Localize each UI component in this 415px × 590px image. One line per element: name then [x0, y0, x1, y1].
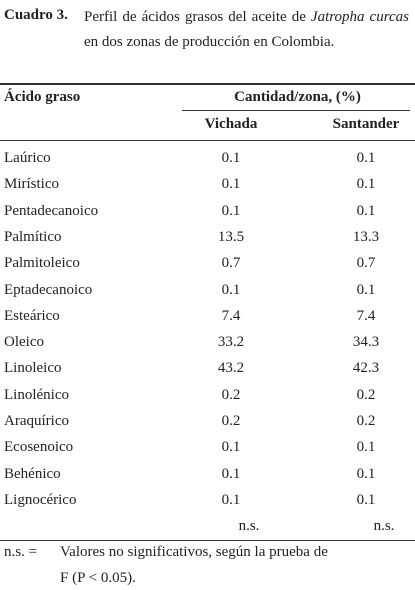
cell: 0.2	[356, 386, 376, 403]
cell: 0.1	[221, 465, 241, 482]
cell: 13.3	[352, 228, 380, 245]
header-column: Santander	[332, 116, 400, 132]
row-label: Lignocérico	[4, 491, 77, 508]
row-label: Oleico	[4, 334, 44, 351]
row-label: Pentadecanoico	[4, 202, 99, 219]
header-group: Cantidad/zona, (%)	[234, 89, 361, 105]
cell: 0.1	[356, 150, 376, 166]
cell: 42.3	[352, 360, 380, 377]
row-label: Esteárico	[4, 307, 60, 324]
header-column: Vichada	[204, 116, 258, 132]
row-label: Ecosenoico	[4, 439, 74, 456]
significance: n.s.	[238, 518, 260, 535]
bottom-rule	[0, 540, 415, 541]
cell: 0.1	[356, 281, 376, 298]
cell: 0.1	[221, 202, 241, 219]
header-first: Ácido graso	[4, 89, 81, 105]
caption-label: Cuadro 3.	[4, 7, 68, 23]
cell: 0.7	[221, 255, 241, 272]
cell: 0.7	[356, 255, 376, 272]
cell: 0.2	[356, 413, 376, 429]
cell: 0.2	[221, 413, 241, 429]
cell: 0.1	[356, 465, 376, 482]
row-label: Mirístico	[4, 176, 59, 193]
row-label: Linolénico	[4, 386, 69, 403]
row-label: Eptadecanoico	[4, 281, 93, 298]
cell: 0.1	[356, 202, 376, 219]
cell: 0.1	[221, 281, 241, 298]
caption-species: Jatropha curcas	[310, 9, 409, 25]
footnote-line: F (P < 0.05).	[60, 570, 136, 586]
cell: 34.3	[352, 334, 380, 351]
cell: 7.4	[221, 307, 241, 324]
row-label: Araquírico	[4, 413, 69, 429]
cell: 13.5	[217, 228, 245, 245]
row-label: Laúrico	[4, 150, 51, 166]
cell: 0.1	[356, 439, 376, 456]
cell: 0.1	[221, 439, 241, 456]
cell: 43.2	[217, 360, 245, 377]
cell: 33.2	[217, 334, 245, 351]
caption: Perfil de ácidos grasos del aceite de Ja…	[84, 5, 409, 55]
footnote-abbr: n.s. =	[4, 544, 38, 560]
cell: 0.1	[221, 150, 241, 166]
footnote-line: Valores no significativos, según la prue…	[60, 544, 328, 560]
group-rule	[182, 110, 410, 111]
caption-text: Perfil de ácidos grasos del aceite de	[84, 9, 311, 25]
row-label: Behénico	[4, 465, 61, 482]
cell: 7.4	[356, 307, 376, 324]
row-label: Linoleico	[4, 360, 62, 377]
cell: 0.1	[221, 491, 241, 508]
caption-text-end: en dos zonas de producción en Colombia.	[84, 34, 335, 50]
row-label: Palmitoleico	[4, 255, 80, 272]
significance: n.s.	[373, 518, 395, 535]
cell: 0.2	[221, 386, 241, 403]
header-rule	[0, 140, 415, 141]
row-label: Palmítico	[4, 228, 62, 245]
cell: 0.1	[356, 491, 376, 508]
top-rule	[0, 83, 415, 85]
cell: 0.1	[356, 176, 376, 193]
cell: 0.1	[221, 176, 241, 193]
